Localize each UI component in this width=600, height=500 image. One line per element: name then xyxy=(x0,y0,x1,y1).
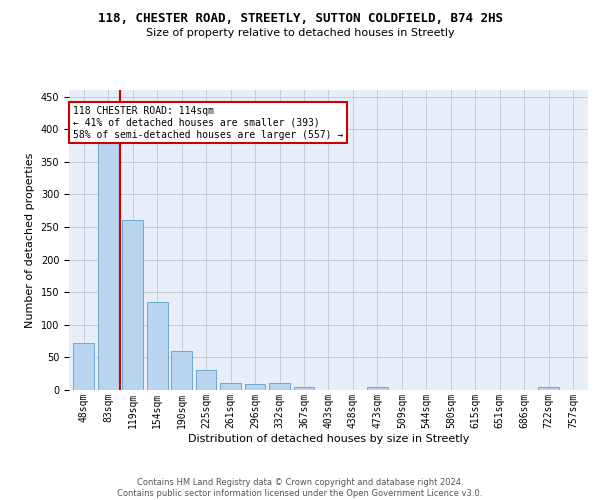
Bar xyxy=(196,370,217,390)
Bar xyxy=(293,386,314,390)
Bar xyxy=(269,384,290,390)
Bar xyxy=(147,302,167,390)
Text: 118, CHESTER ROAD, STREETLY, SUTTON COLDFIELD, B74 2HS: 118, CHESTER ROAD, STREETLY, SUTTON COLD… xyxy=(97,12,503,26)
Y-axis label: Number of detached properties: Number of detached properties xyxy=(25,152,35,328)
X-axis label: Distribution of detached houses by size in Streetly: Distribution of detached houses by size … xyxy=(188,434,469,444)
Text: Contains HM Land Registry data © Crown copyright and database right 2024.
Contai: Contains HM Land Registry data © Crown c… xyxy=(118,478,482,498)
Bar xyxy=(122,220,143,390)
Bar xyxy=(171,351,192,390)
Bar xyxy=(367,386,388,390)
Bar xyxy=(538,386,559,390)
Bar xyxy=(73,343,94,390)
Bar xyxy=(220,384,241,390)
Bar xyxy=(245,384,265,390)
Text: Size of property relative to detached houses in Streetly: Size of property relative to detached ho… xyxy=(146,28,454,38)
Bar xyxy=(98,142,119,390)
Text: 118 CHESTER ROAD: 114sqm
← 41% of detached houses are smaller (393)
58% of semi-: 118 CHESTER ROAD: 114sqm ← 41% of detach… xyxy=(73,106,343,140)
